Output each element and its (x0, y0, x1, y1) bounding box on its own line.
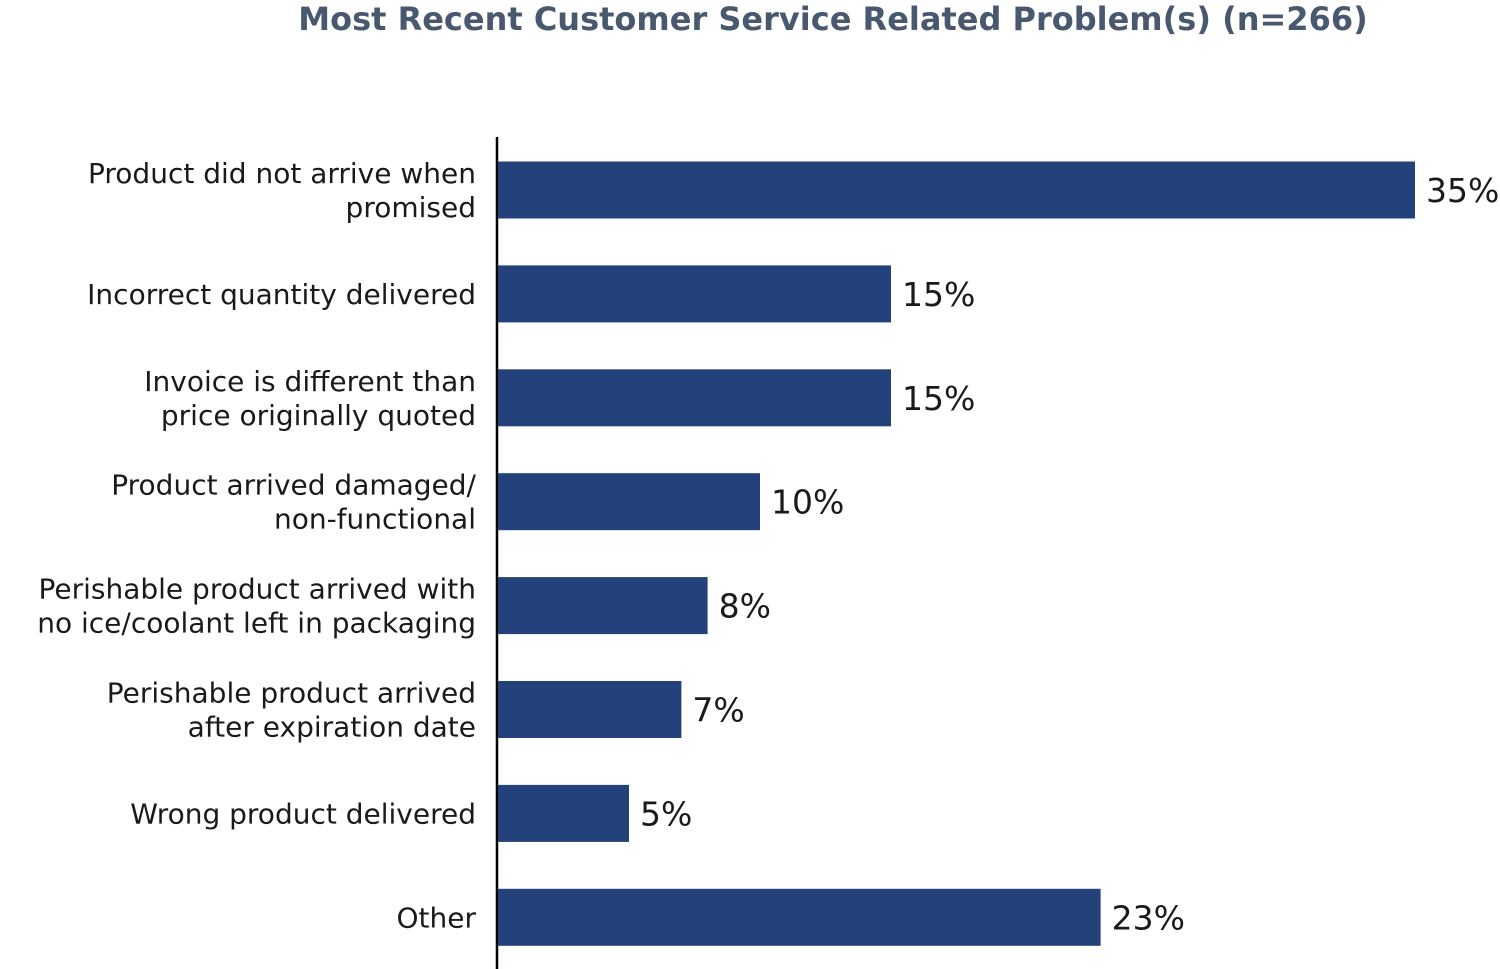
category-label: Product did not arrive when (88, 157, 476, 190)
bar-value-label: 15% (902, 275, 975, 314)
category-label: Perishable product arrived (107, 677, 476, 710)
bar (498, 369, 891, 427)
bar-value-label: 15% (902, 379, 975, 418)
bars-group (498, 161, 1415, 946)
bar-value-label: 10% (771, 483, 844, 522)
bar (498, 681, 682, 738)
bar-value-label: 5% (640, 794, 692, 833)
category-label: promised (346, 191, 476, 224)
category-label: Perishable product arrived with (38, 573, 476, 606)
value-labels-group: 35% 15% 15% 10% 8% 7% 5% 23% (640, 171, 1499, 937)
category-label: Product arrived damaged/ (111, 469, 476, 502)
bar (498, 577, 708, 635)
category-label: Other (396, 901, 476, 934)
bar (498, 888, 1101, 946)
category-label: Wrong product delivered (130, 797, 476, 830)
category-label: non-functional (274, 503, 476, 536)
bar-value-label: 8% (719, 587, 771, 626)
bar (498, 265, 891, 323)
chart-title: Most Recent Customer Service Related Pro… (298, 0, 1367, 38)
bar (498, 473, 760, 531)
category-label: price originally quoted (161, 399, 476, 432)
category-label: Invoice is different than (144, 365, 476, 398)
bar (498, 784, 629, 842)
bar-value-label: 23% (1112, 898, 1185, 937)
category-label: no ice/coolant left in packaging (37, 607, 476, 640)
bar-value-label: 7% (692, 691, 744, 730)
category-label: Incorrect quantity delivered (87, 278, 476, 311)
bar (498, 161, 1415, 219)
bar-value-label: 35% (1426, 171, 1499, 210)
category-label: after expiration date (188, 711, 476, 744)
